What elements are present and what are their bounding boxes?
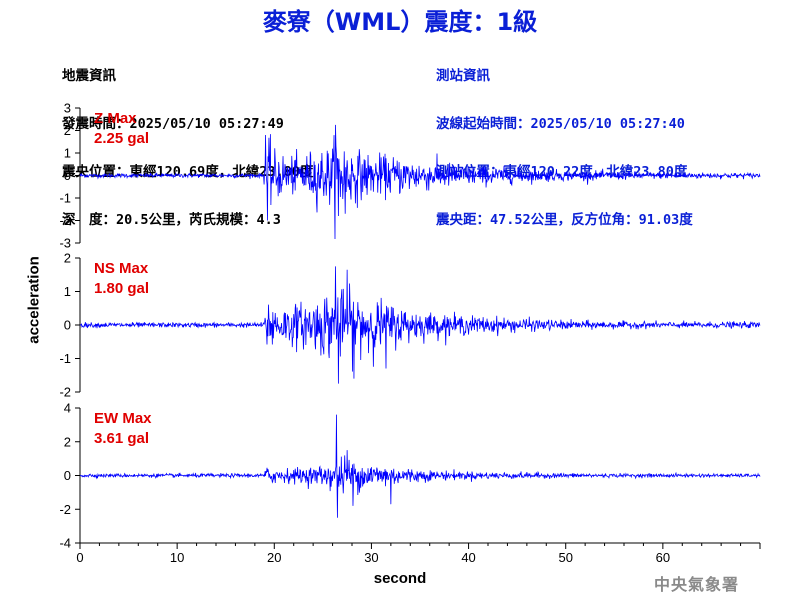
agency-watermark: 中央氣象署 xyxy=(654,575,740,594)
station-info-heading: 測站資訊 xyxy=(436,68,490,84)
y-tick-label: -1 xyxy=(59,191,71,206)
y-tick-label: 0 xyxy=(64,318,71,333)
waveform-ew xyxy=(79,414,761,518)
event-info-heading: 地震資訊 xyxy=(62,68,116,84)
waveform-z xyxy=(79,124,761,240)
x-tick-label: 20 xyxy=(267,550,281,565)
x-tick-label: 60 xyxy=(656,550,670,565)
x-tick-label: 40 xyxy=(461,550,475,565)
x-tick-label: 0 xyxy=(76,550,83,565)
wave-start-time: 波線起始時間：2025/05/10 05:27:40 xyxy=(436,116,685,132)
depth-magnitude: 深 度：20.5公里，芮氏規模：4.3 xyxy=(62,212,281,228)
y-tick-label: -1 xyxy=(59,351,71,366)
y-tick-label: 0 xyxy=(64,168,71,183)
station-location: 測站位置：東經120.22度，北緯23.80度 xyxy=(436,164,688,180)
y-tick-label: -2 xyxy=(59,213,71,228)
y-axis-label: acceleration xyxy=(25,256,43,344)
y-tick-label: -3 xyxy=(59,236,71,251)
y-tick-label: 1 xyxy=(64,284,71,299)
x-tick-label: 10 xyxy=(170,550,184,565)
x-tick-label: 30 xyxy=(364,550,378,565)
max-label-z: Z Max xyxy=(94,110,137,127)
y-tick-label: -2 xyxy=(59,502,71,517)
origin-time: 發震時間：2025/05/10 05:27:49 xyxy=(62,116,284,132)
x-axis-label: second xyxy=(373,570,427,587)
y-tick-label: -4 xyxy=(59,536,71,551)
y-tick-label: -2 xyxy=(59,385,71,400)
y-axis-label-wrap: acceleration xyxy=(14,200,54,400)
y-tick-label: 3 xyxy=(64,101,71,116)
event-info: 地震資訊 發震時間：2025/05/10 05:27:49 震央位置：東經120… xyxy=(62,36,313,244)
max-value-ew: 3.61 gal xyxy=(94,430,149,447)
y-tick-label: 2 xyxy=(64,434,71,449)
epicentral-distance: 震央距：47.52公里，反方位角：91.03度 xyxy=(436,212,693,228)
max-value-z: 2.25 gal xyxy=(94,130,149,147)
x-tick-label: 50 xyxy=(558,550,572,565)
page-title: 麥寮（WML）震度：1級 xyxy=(262,8,538,36)
waveform-ns xyxy=(79,266,761,384)
max-value-ns: 1.80 gal xyxy=(94,280,149,297)
y-tick-label: 1 xyxy=(64,146,71,161)
y-tick-label: 2 xyxy=(64,251,71,266)
y-tick-label: 2 xyxy=(64,123,71,138)
max-label-ew: EW Max xyxy=(94,410,152,427)
max-label-ns: NS Max xyxy=(94,260,149,277)
station-info: 測站資訊 波線起始時間：2025/05/10 05:27:40 測站位置：東經1… xyxy=(436,36,693,244)
y-tick-label: 4 xyxy=(64,401,71,416)
y-tick-label: 0 xyxy=(64,468,71,483)
